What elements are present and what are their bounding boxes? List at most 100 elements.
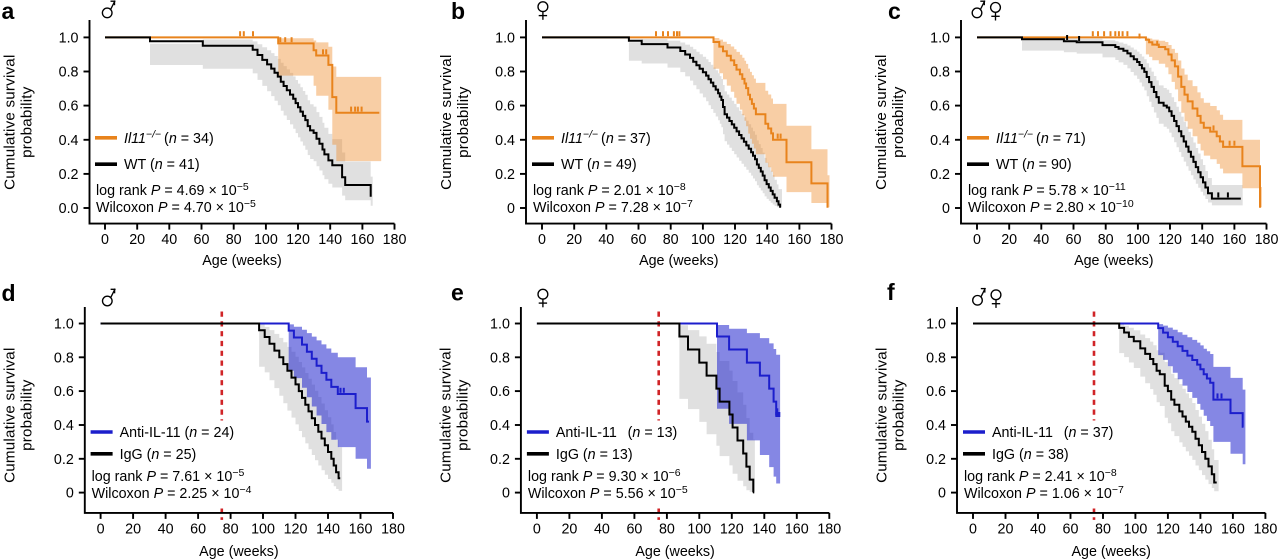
svg-text:100: 100: [691, 232, 715, 248]
svg-text:0.8: 0.8: [926, 350, 946, 366]
svg-text:1.0: 1.0: [495, 30, 515, 46]
svg-text:0.2: 0.2: [495, 167, 515, 183]
svg-text:c: c: [888, 0, 901, 24]
svg-text:0.2: 0.2: [930, 167, 950, 183]
svg-text:1.0: 1.0: [926, 317, 946, 333]
svg-text:0.6: 0.6: [490, 384, 510, 400]
svg-text:d: d: [2, 280, 16, 306]
svg-text:160: 160: [787, 232, 811, 248]
svg-text:80: 80: [223, 522, 239, 538]
svg-text:0.6: 0.6: [59, 99, 79, 115]
svg-text:20: 20: [125, 522, 141, 538]
svg-text:100: 100: [1126, 232, 1150, 248]
svg-text:20: 20: [561, 522, 577, 538]
svg-text:IgG (n = 38): IgG (n = 38): [992, 447, 1069, 463]
svg-text:Wilcoxon P = 1.06 × 10−7: Wilcoxon P = 1.06 × 10−7: [964, 484, 1124, 502]
svg-text:1.0: 1.0: [54, 317, 74, 333]
svg-text:0.8: 0.8: [930, 65, 950, 81]
svg-text:80: 80: [659, 522, 675, 538]
svg-text:Cumulative survival: Cumulative survival: [438, 347, 455, 482]
svg-text:40: 40: [598, 232, 614, 248]
svg-text:0.6: 0.6: [926, 384, 946, 400]
svg-text:20: 20: [129, 232, 145, 248]
svg-text:180: 180: [381, 522, 405, 538]
svg-text:140: 140: [752, 522, 776, 538]
svg-text:Cumulative survival: Cumulative survival: [873, 54, 890, 189]
svg-text:180: 180: [383, 232, 407, 248]
svg-text:0.4: 0.4: [495, 133, 515, 149]
svg-text:0.8: 0.8: [495, 65, 515, 81]
svg-text:Anti-IL-11 (n = 37): Anti-IL-11 (n = 37): [992, 425, 1113, 441]
svg-text:Cumulative survival: Cumulative survival: [438, 54, 455, 189]
svg-text:0.2: 0.2: [490, 452, 510, 468]
svg-text:180: 180: [820, 232, 844, 248]
svg-text:0.6: 0.6: [495, 99, 515, 115]
svg-text:0.4: 0.4: [54, 418, 74, 434]
svg-text:140: 140: [318, 232, 342, 248]
svg-text:120: 120: [723, 232, 747, 248]
svg-text:log rank P = 5.78 × 10−11: log rank P = 5.78 × 10−11: [968, 181, 1126, 199]
svg-text:80: 80: [226, 232, 242, 248]
svg-text:e: e: [451, 280, 464, 306]
svg-text:20: 20: [566, 232, 582, 248]
svg-text:probability: probability: [455, 379, 472, 451]
svg-text:0: 0: [538, 232, 546, 248]
svg-text:0.6: 0.6: [54, 384, 74, 400]
svg-text:40: 40: [1030, 522, 1046, 538]
svg-text:180: 180: [1255, 232, 1279, 248]
svg-text:40: 40: [161, 232, 177, 248]
svg-text:log rank P = 4.69 × 10−5: log rank P = 4.69 × 10−5: [96, 181, 249, 199]
svg-text:Wilcoxon P = 7.28 × 10−7: Wilcoxon P = 7.28 × 10−7: [533, 198, 693, 216]
svg-text:40: 40: [158, 522, 174, 538]
svg-text:Anti-IL-11 (n = 13): Anti-IL-11 (n = 13): [556, 425, 677, 441]
svg-text:log rank P = 9.30 × 10−6: log rank P = 9.30 × 10−6: [528, 467, 681, 485]
svg-text:60: 60: [626, 522, 642, 538]
svg-text:160: 160: [785, 522, 809, 538]
svg-text:Cumulative survival: Cumulative survival: [1, 347, 18, 482]
svg-text:120: 120: [1158, 232, 1182, 248]
svg-text:Age (weeks): Age (weeks): [635, 544, 714, 559]
svg-text:180: 180: [1253, 522, 1277, 538]
svg-text:0: 0: [969, 522, 977, 538]
svg-text:40: 40: [1033, 232, 1049, 248]
svg-text:20: 20: [998, 522, 1014, 538]
svg-text:0: 0: [502, 486, 510, 502]
svg-text:80: 80: [1095, 522, 1111, 538]
svg-text:100: 100: [687, 522, 711, 538]
svg-text:IgG (n = 13): IgG (n = 13): [556, 447, 633, 463]
svg-text:0.2: 0.2: [926, 452, 946, 468]
svg-text:0.2: 0.2: [59, 167, 79, 183]
svg-text:log rank P = 2.41 × 10−8: log rank P = 2.41 × 10−8: [964, 467, 1117, 485]
svg-text:160: 160: [1221, 522, 1245, 538]
svg-text:f: f: [887, 279, 895, 305]
svg-text:0: 0: [66, 486, 74, 502]
svg-text:100: 100: [254, 232, 278, 248]
svg-text:probability: probability: [455, 86, 472, 158]
svg-text:140: 140: [755, 232, 779, 248]
svg-text:160: 160: [349, 522, 373, 538]
svg-text:Anti-IL-11 (n = 24): Anti-IL-11 (n = 24): [120, 425, 235, 441]
svg-text:0: 0: [507, 201, 515, 217]
svg-text:180: 180: [817, 522, 841, 538]
svg-text:Wilcoxon P = 2.80 × 10−10: Wilcoxon P = 2.80 × 10−10: [968, 198, 1134, 216]
svg-text:0: 0: [938, 486, 946, 502]
svg-text:80: 80: [663, 232, 679, 248]
svg-text:20: 20: [1001, 232, 1017, 248]
svg-text:Il11−/− (n = 34): Il11−/− (n = 34): [124, 129, 214, 147]
svg-text:WT (n = 41): WT (n = 41): [124, 157, 200, 173]
svg-text:0: 0: [101, 232, 109, 248]
svg-text:60: 60: [631, 232, 647, 248]
svg-text:Age (weeks): Age (weeks): [1071, 544, 1150, 559]
svg-text:probability: probability: [890, 86, 907, 158]
svg-text:0.6: 0.6: [930, 99, 950, 115]
svg-text:0.4: 0.4: [930, 133, 950, 149]
svg-text:0.0: 0.0: [59, 201, 79, 217]
svg-text:120: 120: [286, 232, 310, 248]
svg-text:0.8: 0.8: [490, 350, 510, 366]
svg-text:b: b: [451, 0, 465, 24]
svg-text:60: 60: [1063, 522, 1079, 538]
svg-text:IgG (n = 25): IgG (n = 25): [120, 447, 197, 463]
svg-text:Wilcoxon P = 4.70 × 10−5: Wilcoxon P = 4.70 × 10−5: [96, 198, 256, 216]
svg-text:60: 60: [190, 522, 206, 538]
svg-text:probability: probability: [18, 86, 35, 158]
